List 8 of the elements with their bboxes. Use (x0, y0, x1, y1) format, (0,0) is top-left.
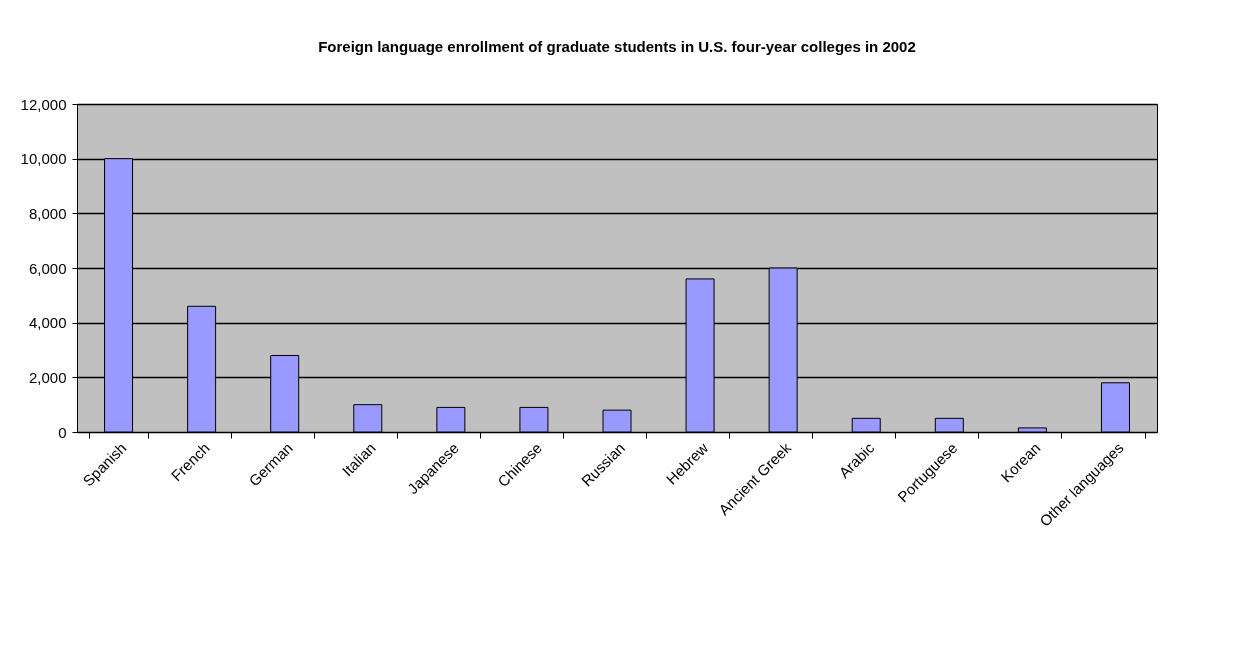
y-tick-label: 12,000 (20, 95, 67, 113)
y-tick-label: 10,000 (20, 150, 67, 168)
y-tick-label: 4,000 (28, 314, 67, 332)
y-tick-label: 2,000 (28, 368, 67, 386)
chart-title: Foreign language enrollment of graduate students in U.S. four-year colleges in 2002 (318, 38, 916, 55)
y-tick-label: 8,000 (28, 204, 67, 222)
y-tick-label: 0 (58, 423, 67, 441)
y-tick-label: 6,000 (28, 259, 67, 277)
